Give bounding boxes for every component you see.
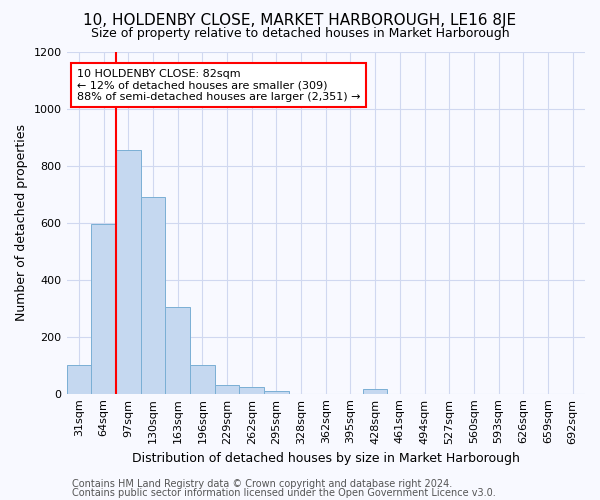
Bar <box>190 365 215 394</box>
Bar <box>264 391 289 394</box>
Bar <box>165 306 190 394</box>
Bar <box>239 388 264 394</box>
Text: 10, HOLDENBY CLOSE, MARKET HARBOROUGH, LE16 8JE: 10, HOLDENBY CLOSE, MARKET HARBOROUGH, L… <box>83 12 517 28</box>
Text: Contains HM Land Registry data © Crown copyright and database right 2024.: Contains HM Land Registry data © Crown c… <box>72 479 452 489</box>
Y-axis label: Number of detached properties: Number of detached properties <box>15 124 28 321</box>
Bar <box>91 224 116 394</box>
Bar <box>215 384 239 394</box>
Bar <box>67 365 91 394</box>
Bar <box>363 390 388 394</box>
Text: 10 HOLDENBY CLOSE: 82sqm
← 12% of detached houses are smaller (309)
88% of semi-: 10 HOLDENBY CLOSE: 82sqm ← 12% of detach… <box>77 68 361 102</box>
X-axis label: Distribution of detached houses by size in Market Harborough: Distribution of detached houses by size … <box>132 452 520 465</box>
Text: Size of property relative to detached houses in Market Harborough: Size of property relative to detached ho… <box>91 28 509 40</box>
Bar <box>116 150 140 394</box>
Bar <box>140 197 165 394</box>
Text: Contains public sector information licensed under the Open Government Licence v3: Contains public sector information licen… <box>72 488 496 498</box>
